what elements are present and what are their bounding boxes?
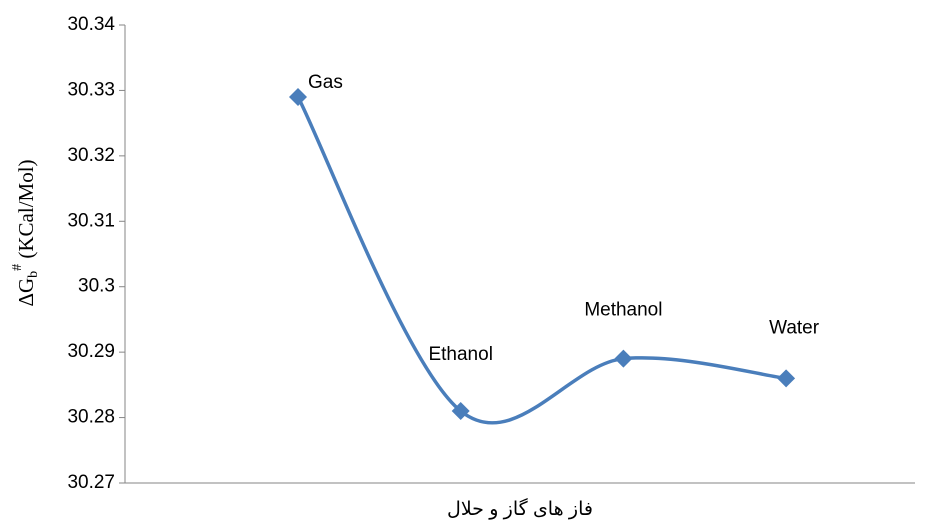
y-tick-label: 30.31 <box>67 210 115 231</box>
y-label-sub: b <box>26 271 41 278</box>
y-tick-label: 30.34 <box>67 14 115 35</box>
marker <box>777 369 796 388</box>
data-label: Ethanol <box>428 344 492 365</box>
line <box>296 96 787 425</box>
y-label-unit: (KCal/Mol) <box>14 159 38 263</box>
marker <box>614 349 633 368</box>
marker <box>451 402 470 421</box>
x-axis-label: فاز های گاز و حلال <box>447 497 593 520</box>
y-tick-label: 30.27 <box>67 472 115 493</box>
y-tick-label: 30.33 <box>67 79 115 100</box>
data-label: Methanol <box>584 300 662 321</box>
y-label-main: ΔG <box>14 278 38 307</box>
y-axis-label: ΔGb# (KCal/Mol) <box>10 159 41 306</box>
y-tick-label: 30.32 <box>67 145 115 166</box>
y-tick-label: 30.3 <box>78 276 115 297</box>
y-tick-label: 30.28 <box>67 407 115 428</box>
data-label: Water <box>769 317 820 338</box>
y-tick-label: 30.29 <box>67 341 115 362</box>
marker <box>289 87 307 106</box>
y-label-sup: # <box>10 264 25 271</box>
data-label: Gas <box>308 72 343 93</box>
